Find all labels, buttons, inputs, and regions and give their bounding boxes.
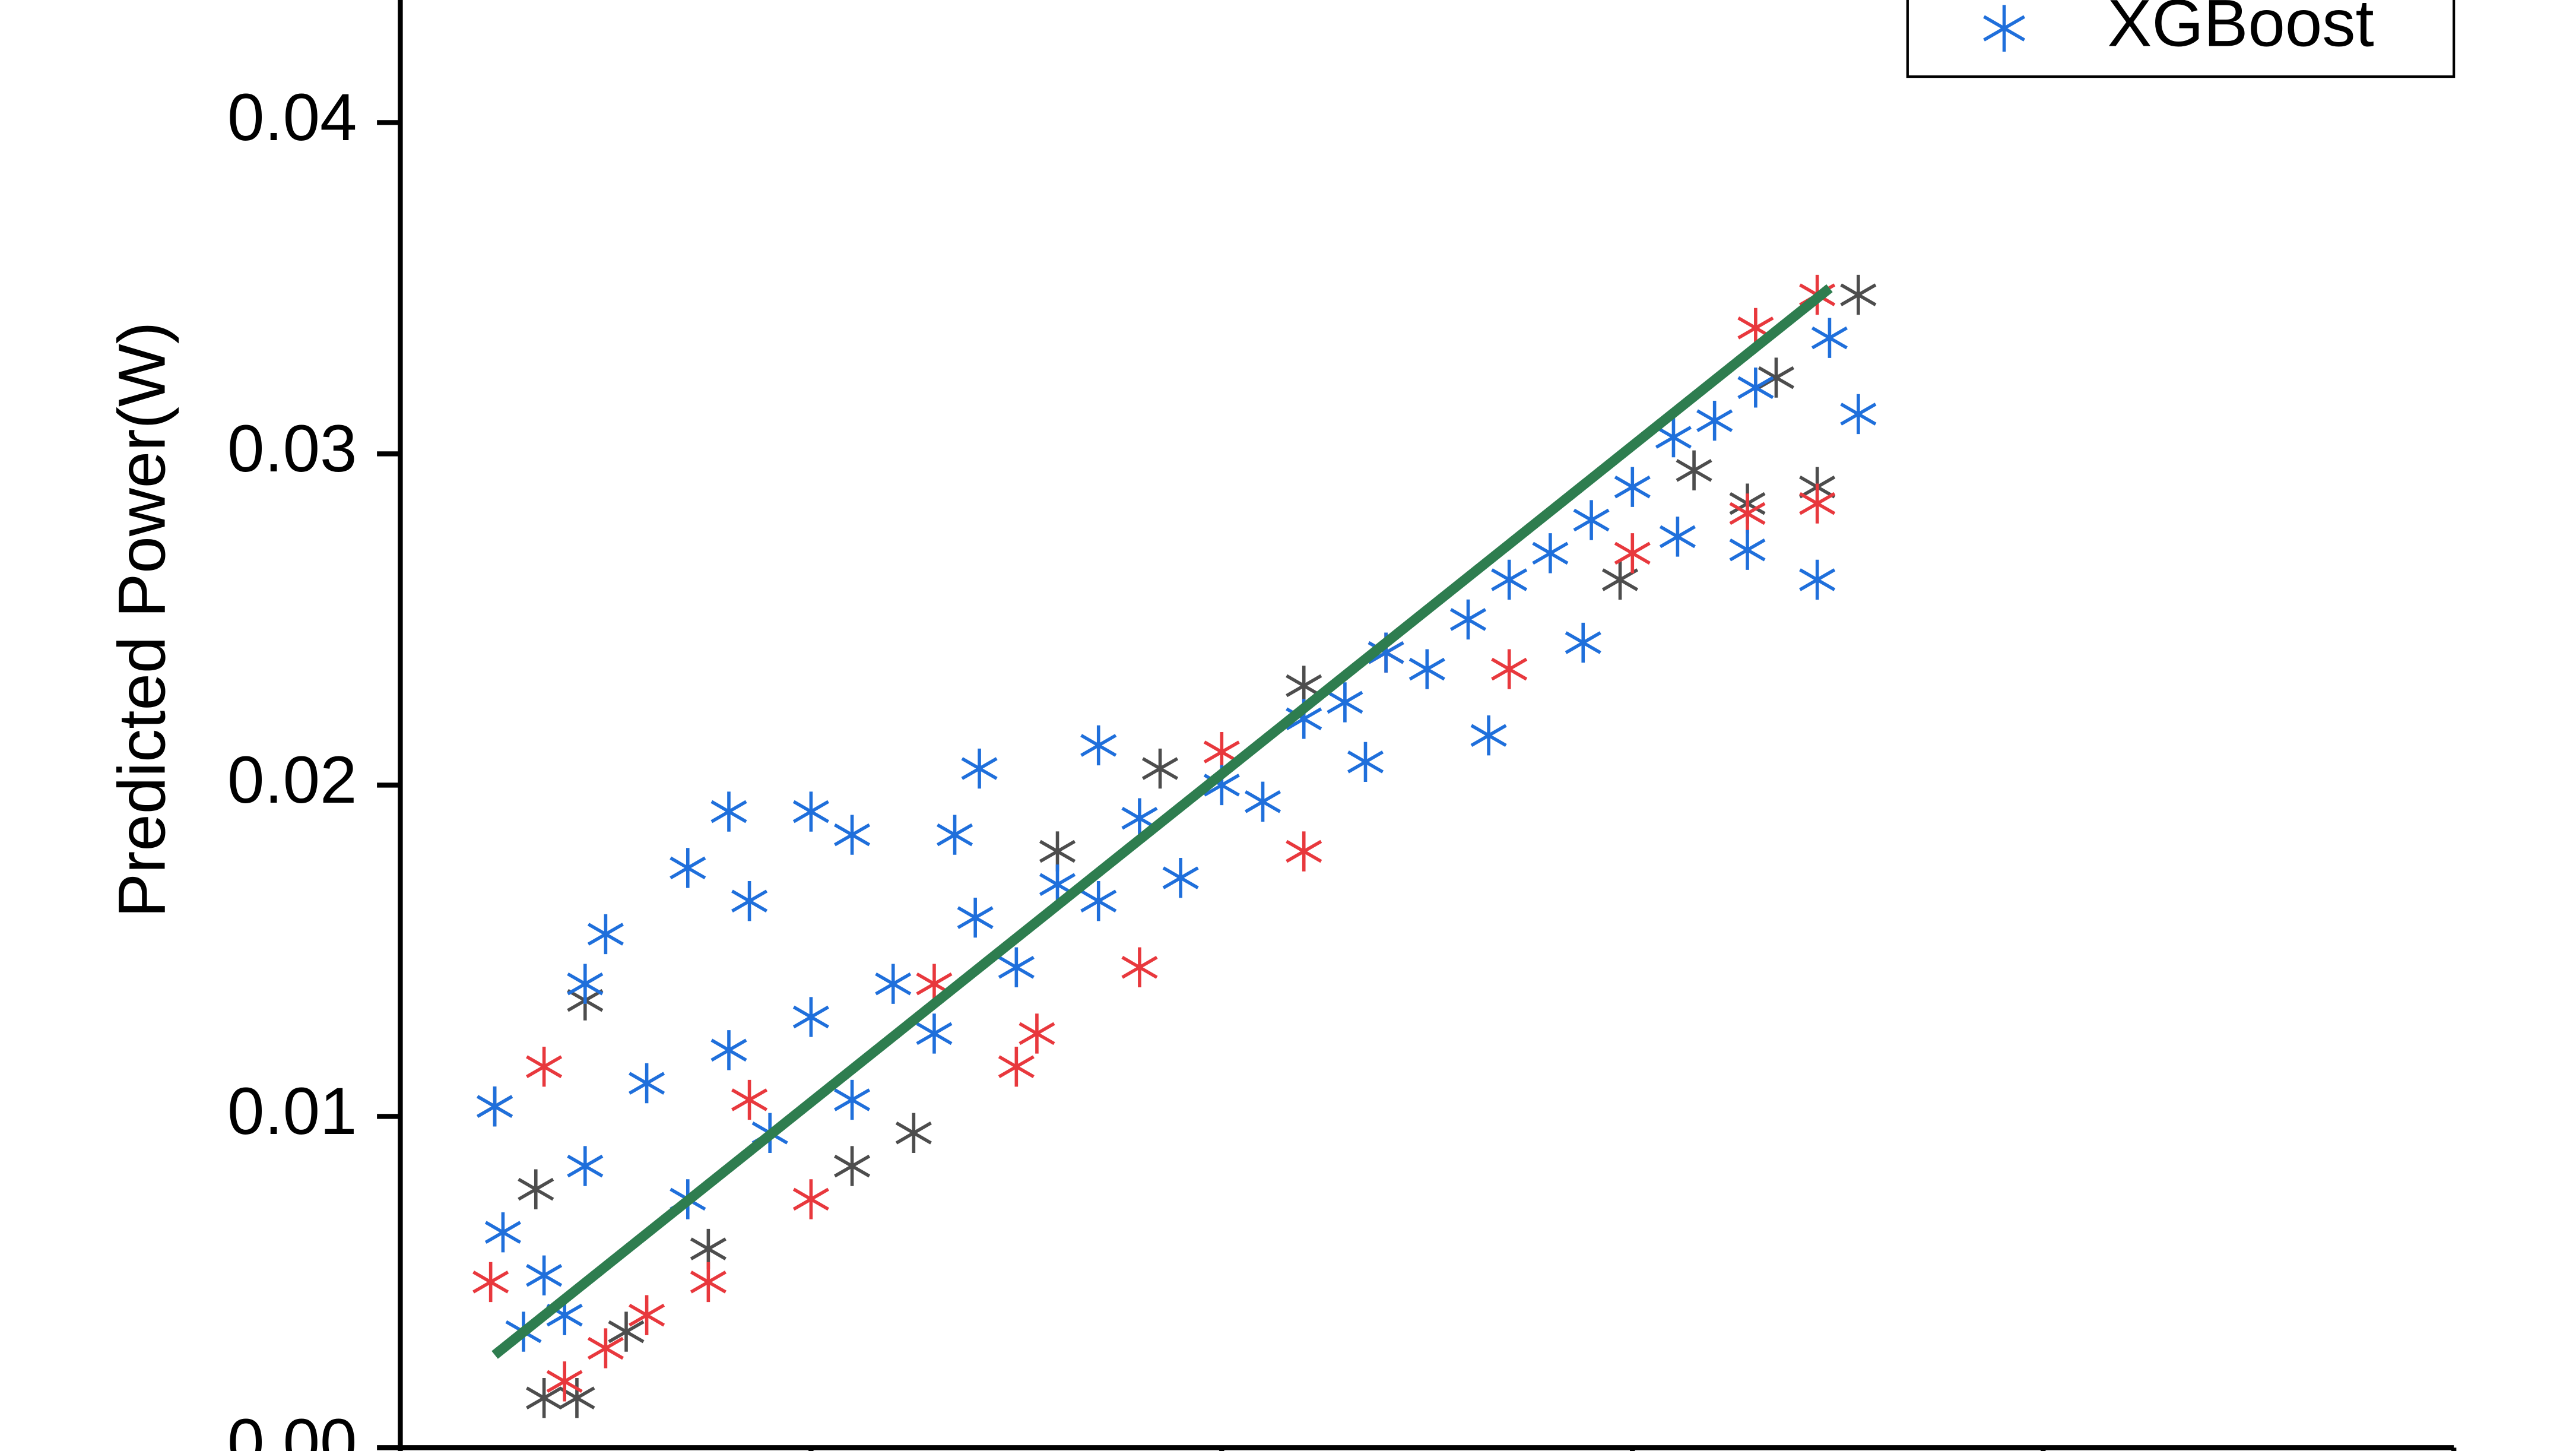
legend-marker bbox=[1983, 5, 2025, 52]
data-point bbox=[690, 1262, 727, 1303]
data-point bbox=[1729, 493, 1766, 534]
data-point bbox=[1799, 559, 1836, 600]
data-point bbox=[957, 897, 994, 938]
data-point bbox=[1737, 367, 1774, 408]
data-point bbox=[608, 1311, 645, 1352]
data-point bbox=[518, 1169, 554, 1209]
data-point bbox=[792, 997, 829, 1037]
data-point bbox=[1080, 881, 1117, 921]
data-point bbox=[1573, 500, 1610, 540]
data-point bbox=[526, 1255, 563, 1295]
data-point bbox=[1347, 742, 1384, 782]
data-point bbox=[1676, 450, 1712, 491]
legend-label: XGBoost bbox=[2108, 0, 2374, 60]
data-point bbox=[916, 1013, 953, 1054]
data-point bbox=[1532, 533, 1569, 574]
data-point bbox=[546, 1361, 583, 1402]
data-point bbox=[731, 1079, 768, 1120]
data-point bbox=[1655, 417, 1692, 458]
data-point bbox=[936, 815, 973, 855]
y-tick-label: 0.04 bbox=[227, 80, 357, 154]
data-point bbox=[1244, 781, 1281, 822]
data-point bbox=[567, 964, 604, 1004]
data-point bbox=[629, 1295, 665, 1335]
data-point bbox=[1696, 400, 1733, 441]
data-point bbox=[1408, 649, 1445, 689]
data-point bbox=[1799, 483, 1836, 524]
data-point bbox=[1080, 725, 1117, 766]
data-point bbox=[1811, 318, 1848, 358]
data-point bbox=[895, 1113, 932, 1153]
data-point bbox=[567, 1146, 604, 1186]
data-point bbox=[875, 964, 912, 1004]
legend-box bbox=[1906, 0, 2456, 78]
data-point bbox=[1491, 559, 1528, 600]
data-point bbox=[670, 848, 706, 888]
data-point bbox=[1565, 622, 1601, 663]
data-point bbox=[1840, 274, 1877, 315]
data-point bbox=[1449, 599, 1487, 640]
data-point bbox=[472, 1262, 509, 1303]
data-point bbox=[1840, 394, 1877, 435]
data-point bbox=[587, 1328, 624, 1368]
y-tick-label: 0.00 bbox=[227, 1405, 357, 1451]
data-point bbox=[629, 1063, 665, 1104]
data-point bbox=[1659, 517, 1696, 557]
y-tick-label: 0.03 bbox=[227, 411, 357, 486]
data-point bbox=[1019, 1013, 1055, 1054]
data-point bbox=[1470, 715, 1507, 756]
data-point bbox=[710, 791, 747, 832]
data-point bbox=[1614, 533, 1651, 574]
data-point bbox=[792, 1179, 829, 1219]
fit-line bbox=[491, 284, 1833, 1359]
data-point bbox=[731, 881, 768, 921]
data-point bbox=[477, 1086, 513, 1127]
data-point bbox=[1286, 831, 1322, 872]
data-point bbox=[710, 1030, 747, 1070]
data-point bbox=[526, 1378, 563, 1418]
data-point bbox=[834, 1146, 871, 1186]
y-tick-label: 0.01 bbox=[227, 1073, 357, 1148]
data-point bbox=[1327, 682, 1363, 723]
data-point bbox=[834, 1079, 871, 1120]
data-point bbox=[792, 791, 829, 832]
y-tick-label: 0.02 bbox=[227, 742, 357, 817]
data-point bbox=[1614, 467, 1651, 507]
data-point bbox=[1729, 530, 1766, 570]
data-point bbox=[484, 1212, 521, 1253]
data-point bbox=[1121, 947, 1158, 987]
data-point bbox=[1162, 857, 1199, 898]
data-point bbox=[1141, 748, 1179, 789]
legend: XGBoost bbox=[1906, 0, 2456, 78]
data-point bbox=[587, 914, 624, 955]
data-point bbox=[526, 1047, 563, 1087]
data-point bbox=[998, 947, 1035, 987]
data-point bbox=[961, 748, 998, 789]
data-point bbox=[834, 815, 871, 855]
data-point bbox=[1491, 649, 1528, 689]
y-axis-label: Predicted Power(W) bbox=[104, 322, 179, 918]
data-point bbox=[998, 1047, 1035, 1087]
